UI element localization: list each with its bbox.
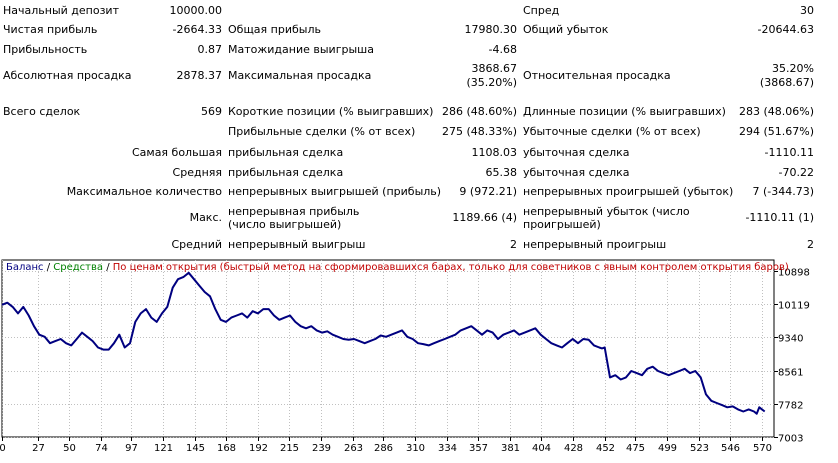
largest-loss-label: убыточная сделка — [523, 146, 630, 159]
x-tick-label: 97 — [125, 443, 138, 454]
x-tick-label: 475 — [626, 443, 645, 454]
balance-chart-svg: 10898 10119 9340 8561 7782 7003 0 27 50 74 97 121 14… — [0, 259, 810, 454]
max-consecutive-profit-label: непрерывная прибыль (число выигрышей) — [228, 205, 360, 231]
x-tick-label: 334 — [438, 443, 457, 454]
x-tick-label: 263 — [344, 443, 363, 454]
legend-separator: / — [103, 262, 113, 273]
x-tick-label: 239 — [312, 443, 331, 454]
x-tick-label: 50 — [63, 443, 76, 454]
max-consecutive-wins-label: непрерывных выигрышей (прибыль) — [228, 185, 442, 198]
x-tick-label: 310 — [406, 443, 425, 454]
max-amount-row-label: Макс. — [189, 211, 222, 224]
initial-deposit-label: Начальный депозит — [3, 4, 119, 17]
profit-factor-value: 0.87 — [197, 43, 223, 56]
x-tick-label: 546 — [721, 443, 740, 454]
largest-row-label: Самая большая — [131, 146, 222, 159]
max-consecutive-losses-label: непрерывных проигрышей (убыток) — [523, 185, 734, 198]
x-tick-label: 168 — [217, 443, 236, 454]
loss-trades-label: Убыточные сделки (% от всех) — [523, 125, 701, 138]
short-positions-label: Короткие позиции (% выигравших) — [228, 105, 434, 118]
balance-line — [1, 271, 766, 415]
report-summary: Начальный депозит 10000.00 Спред 30 Чист… — [3, 4, 814, 251]
spread-value: 30 — [800, 4, 814, 17]
chart-legend: Баланс / Средства / По ценам открытия (б… — [6, 262, 789, 274]
profit-trades-label: Прибыльные сделки (% от всех) — [228, 125, 416, 138]
x-tick-label: 215 — [280, 443, 299, 454]
x-tick-label: 0 — [0, 443, 6, 454]
absolute-drawdown-value: 2878.37 — [176, 69, 223, 82]
total-trades-value: 569 — [201, 105, 222, 118]
x-tick-label: 570 — [753, 443, 772, 454]
largest-profit-label: прибыльная сделка — [228, 146, 344, 159]
y-tick-label: 7003 — [778, 434, 803, 445]
balance-chart: 10898 10119 9340 8561 7782 7003 0 27 50 74 97 121 14… — [0, 259, 838, 463]
net-profit-value: -2664.33 — [172, 23, 222, 36]
legend-test-mode: По ценам открытия (быстрый метод на сфор… — [112, 262, 789, 273]
spread-label: Спред — [523, 4, 560, 17]
total-trades-label: Всего сделок — [3, 105, 81, 118]
absolute-drawdown-label: Абсолютная просадка — [3, 69, 132, 82]
profit-trades-value: 275 (48.33%) — [441, 125, 517, 138]
loss-trades-value: 294 (51.67%) — [738, 125, 814, 138]
gross-profit-value: 17980.30 — [464, 23, 518, 36]
legend-separator: / — [43, 262, 54, 273]
maximal-drawdown-label: Максимальная просадка — [228, 69, 372, 82]
average-row-label: Средняя — [172, 166, 222, 179]
x-tick-label: 499 — [658, 443, 677, 454]
max-consecutive-loss-label: непрерывный убыток (число проигрышей) — [523, 205, 690, 231]
max-consecutive-profit-value: 1189.66 (4) — [452, 211, 517, 224]
average-profit-value: 65.38 — [485, 166, 518, 179]
average-profit-label: прибыльная сделка — [228, 166, 344, 179]
y-tick-label: 8561 — [778, 368, 803, 379]
y-tick-label: 10119 — [778, 301, 810, 312]
x-tick-label: 145 — [186, 443, 205, 454]
largest-loss-value: -1110.11 — [764, 146, 814, 159]
x-tick-label: 428 — [564, 443, 583, 454]
short-positions-value: 286 (48.60%) — [441, 105, 517, 118]
average-loss-label: убыточная сделка — [523, 166, 630, 179]
gross-loss-value: -20644.63 — [757, 23, 814, 36]
long-positions-value: 283 (48.06%) — [738, 105, 814, 118]
x-tick-label: 192 — [249, 443, 268, 454]
relative-drawdown-amount: (3868.67) — [759, 76, 814, 89]
plot-frame — [1, 259, 775, 438]
x-tick-label: 404 — [532, 443, 551, 454]
average-loss-value: -70.22 — [778, 166, 814, 179]
x-tick-label: 452 — [596, 443, 615, 454]
x-tick-label: 381 — [501, 443, 520, 454]
average-consecutive-row-label: Средний — [171, 238, 222, 251]
average-consecutive-wins-label: непрерывный выигрыш — [228, 238, 366, 251]
expected-payoff-value: -4.68 — [488, 43, 517, 56]
x-tick-label: 523 — [690, 443, 709, 454]
x-tick-label: 121 — [154, 443, 173, 454]
legend-equity: Средства — [53, 262, 104, 273]
y-tick-label: 10898 — [778, 268, 810, 279]
long-positions-label: Длинные позиции (% выигравших) — [523, 105, 726, 118]
max-consecutive-losses-value: 7 (-344.73) — [752, 185, 814, 198]
average-consecutive-losses-label: непрерывный проигрыш — [523, 238, 667, 251]
legend-balance: Баланс — [6, 262, 44, 273]
y-tick-label: 7782 — [778, 401, 803, 412]
max-consecutive-row-label: Максимальное количество — [66, 185, 222, 198]
x-tick-label: 286 — [374, 443, 393, 454]
x-tick-label: 27 — [32, 443, 45, 454]
initial-deposit-value: 10000.00 — [169, 4, 223, 17]
max-consecutive-loss-value: -1110.11 (1) — [745, 211, 814, 224]
average-consecutive-losses-value: 2 — [807, 238, 814, 251]
average-consecutive-wins-value: 2 — [510, 238, 517, 251]
max-consecutive-wins-value: 9 (972.21) — [459, 185, 517, 198]
profit-factor-label: Прибыльность — [3, 43, 88, 56]
expected-payoff-label: Матожидание выигрыша — [228, 43, 374, 56]
maximal-drawdown-percent: (35.20%) — [466, 76, 517, 89]
x-tick-label: 74 — [95, 443, 108, 454]
relative-drawdown-value: 35.20% — [772, 62, 814, 75]
y-tick-label: 9340 — [778, 334, 803, 345]
relative-drawdown-label: Относительная просадка — [523, 69, 671, 82]
net-profit-label: Чистая прибыль — [3, 23, 98, 36]
largest-profit-value: 1108.03 — [471, 146, 518, 159]
gross-loss-label: Общий убыток — [523, 23, 609, 36]
maximal-drawdown-value: 3868.67 — [471, 62, 518, 75]
gross-profit-label: Общая прибыль — [228, 23, 321, 36]
x-tick-label: 357 — [469, 443, 488, 454]
